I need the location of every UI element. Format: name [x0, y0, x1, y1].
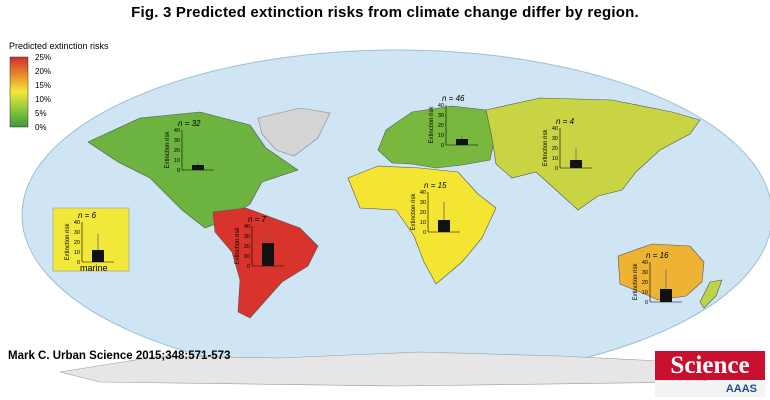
legend-tick-label: 20%	[35, 67, 51, 76]
y-tick-label: 40	[552, 126, 558, 132]
y-tick-label: 40	[420, 190, 426, 196]
legend-tick-label: 5%	[35, 109, 47, 118]
y-tick-label: 40	[74, 220, 80, 226]
marine-panel	[52, 207, 130, 272]
y-axis-label: Extinction risk	[411, 192, 417, 230]
y-tick-label: 0	[247, 264, 250, 270]
y-tick-label: 30	[552, 136, 558, 142]
y-tick-label: 0	[77, 260, 80, 266]
sample-size-label: n = 32	[178, 119, 201, 128]
marine-label: marine	[80, 263, 108, 273]
y-tick-label: 10	[642, 290, 648, 296]
legend-tick-label: 10%	[35, 95, 51, 104]
risk-bar	[262, 243, 274, 266]
asia-land	[485, 97, 701, 211]
y-tick-label: 0	[555, 166, 558, 172]
sample-size-label: n = 4	[556, 117, 575, 126]
risk-bar	[456, 139, 468, 145]
legend: Predicted extinction risks 25% 20% 15% 10% 5…	[9, 41, 109, 132]
sample-size-label: n = 46	[442, 94, 465, 103]
y-tick-label: 10	[174, 158, 180, 164]
y-tick-label: 40	[438, 103, 444, 109]
legend-tick-label: 25%	[35, 53, 51, 62]
africa-land	[347, 165, 497, 285]
y-axis-label: Extinction risk	[429, 105, 435, 143]
y-axis-label: Extinction risk	[65, 222, 71, 260]
australia-land	[617, 243, 705, 301]
y-tick-label: 30	[74, 230, 80, 236]
legend-tick-label: 0%	[35, 123, 47, 132]
figure-title: Fig. 3 Predicted extinction risks from c…	[131, 4, 639, 21]
inset-marine: n = 640 30 20 10 0 Extinction risk marine	[52, 207, 130, 273]
y-tick-label: 20	[244, 244, 250, 250]
y-tick-label: 0	[423, 230, 426, 236]
y-tick-label: 10	[420, 220, 426, 226]
y-tick-label: 10	[438, 133, 444, 139]
y-tick-label: 0	[645, 300, 648, 306]
sample-size-label: n = 6	[78, 211, 97, 220]
sample-size-label: n = 7	[248, 215, 267, 224]
y-tick-label: 30	[174, 138, 180, 144]
y-tick-label: 20	[438, 123, 444, 129]
legend-title: Predicted extinction risks	[9, 41, 109, 51]
inset-south-america: n = 740 30 20 10 0 Extinction risk	[235, 215, 284, 270]
y-tick-label: 20	[642, 280, 648, 286]
ocean	[21, 49, 770, 381]
sample-size-label: n = 15	[424, 181, 447, 190]
y-axis-label: Extinction risk	[235, 226, 241, 264]
y-tick-label: 40	[244, 224, 250, 230]
logo-wordmark: Science	[655, 351, 765, 380]
legend-tick-label: 15%	[35, 81, 51, 90]
y-tick-label: 20	[552, 146, 558, 152]
science-logo: Science AAAS	[655, 351, 765, 397]
y-tick-label: 0	[177, 168, 180, 174]
y-tick-label: 30	[642, 270, 648, 276]
y-tick-label: 20	[174, 148, 180, 154]
y-tick-label: 30	[420, 200, 426, 206]
y-tick-label: 40	[174, 128, 180, 134]
y-axis-label: Extinction risk	[633, 262, 639, 300]
sample-size-label: n = 16	[646, 251, 669, 260]
citation: Mark C. Urban Science 2015;348:571-573	[8, 350, 231, 362]
y-tick-label: 10	[552, 156, 558, 162]
y-tick-label: 10	[244, 254, 250, 260]
risk-bar	[570, 160, 582, 168]
new-zealand	[699, 279, 723, 309]
risk-bar	[192, 165, 204, 170]
risk-bar	[92, 250, 104, 262]
legend-color-bar	[9, 56, 29, 128]
inset-asia: n = 440 30 20 10 0 Extinction risk	[543, 117, 592, 172]
y-tick-label: 40	[642, 260, 648, 266]
y-axis-label: Extinction risk	[165, 130, 171, 168]
y-tick-label: 20	[74, 240, 80, 246]
y-tick-label: 0	[441, 143, 444, 149]
risk-bar	[438, 220, 450, 232]
y-tick-label: 30	[244, 234, 250, 240]
y-tick-label: 10	[74, 250, 80, 256]
risk-bar	[660, 289, 672, 302]
logo-aaas: AAAS	[655, 381, 765, 397]
greenland	[257, 107, 331, 157]
y-axis-label: Extinction risk	[543, 128, 549, 166]
y-tick-label: 20	[420, 210, 426, 216]
y-tick-label: 30	[438, 113, 444, 119]
